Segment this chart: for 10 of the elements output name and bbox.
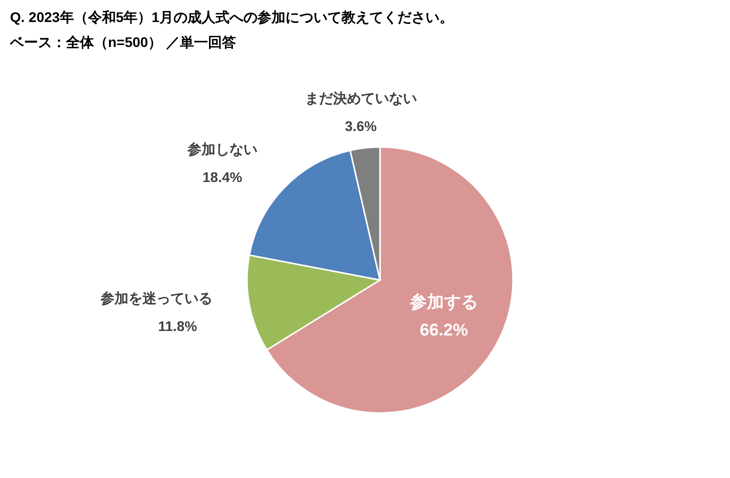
chart-title: Q. 2023年（令和5年）1月の成人式への参加について教えてください。 bbox=[10, 9, 454, 25]
data-label: 3.6% bbox=[344, 118, 378, 134]
data-label: 11.8% bbox=[158, 318, 198, 334]
slice-label: 参加を迷っている bbox=[100, 290, 213, 306]
data-label: 18.4% bbox=[202, 168, 243, 185]
slice-label: まだ決めていない bbox=[304, 90, 417, 106]
data-label: 66.2% bbox=[420, 320, 468, 340]
slice-label: 参加する bbox=[408, 292, 478, 312]
chart-subtitle: ベース：全体（n=500） ／単一回答 bbox=[9, 34, 236, 50]
slice-label: 参加しない bbox=[186, 140, 258, 157]
